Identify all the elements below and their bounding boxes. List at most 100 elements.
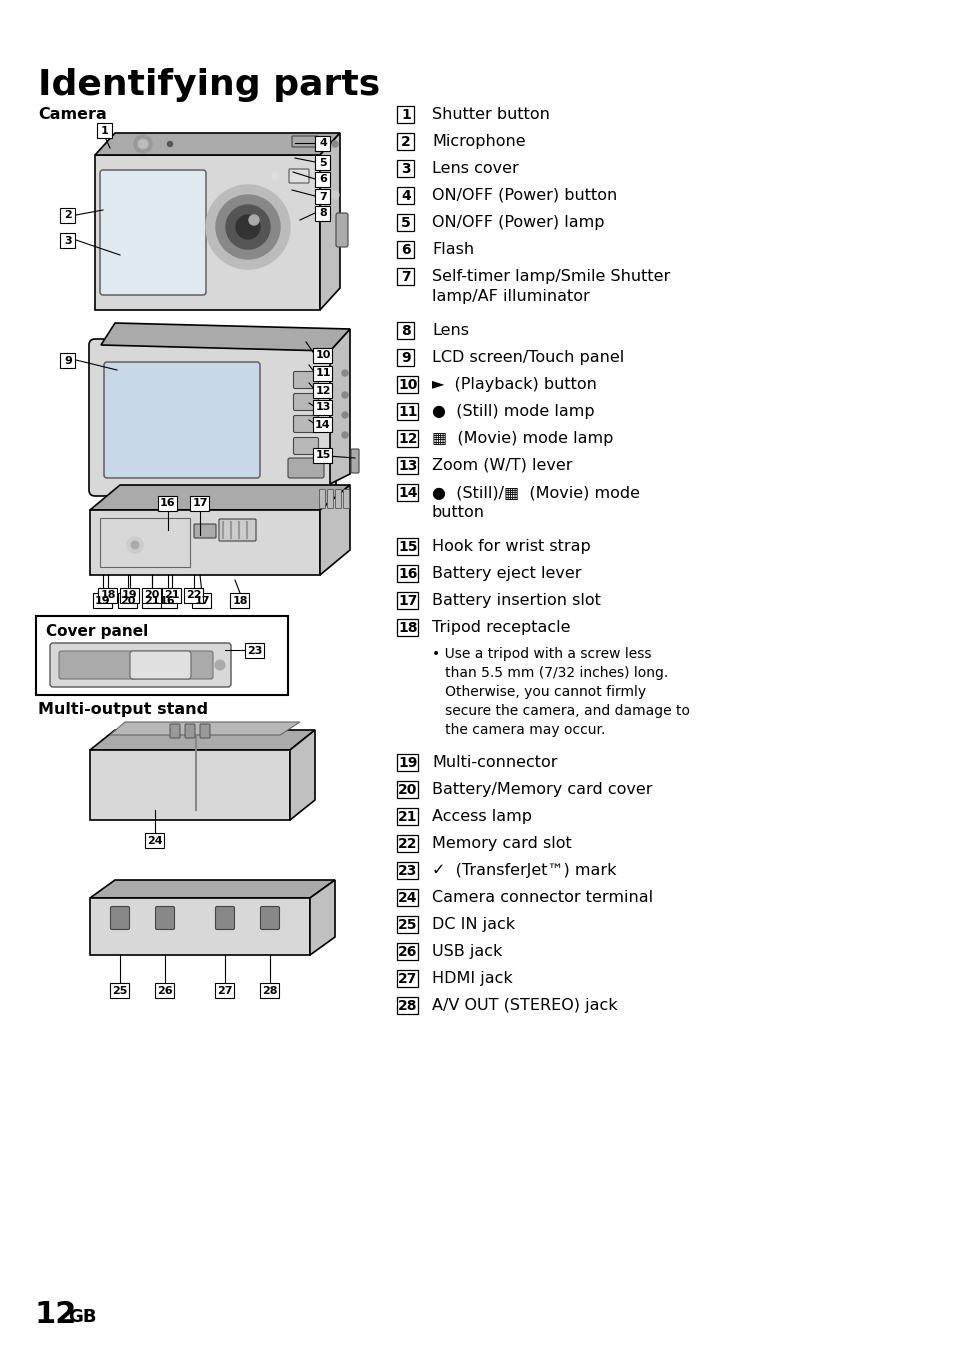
Text: 4: 4 (318, 139, 327, 148)
Text: 18: 18 (397, 621, 417, 634)
Text: 14: 14 (397, 486, 417, 500)
Text: 7: 7 (401, 270, 411, 284)
FancyBboxPatch shape (292, 136, 317, 147)
Text: 25: 25 (112, 986, 128, 995)
Circle shape (276, 931, 293, 948)
Text: Self-timer lamp/Smile Shutter
lamp/AF illuminator: Self-timer lamp/Smile Shutter lamp/AF il… (432, 269, 670, 304)
FancyBboxPatch shape (260, 906, 279, 930)
Text: 16: 16 (160, 595, 175, 606)
FancyBboxPatch shape (191, 495, 210, 510)
FancyBboxPatch shape (397, 267, 414, 285)
FancyBboxPatch shape (397, 537, 418, 555)
FancyBboxPatch shape (397, 915, 418, 933)
FancyBboxPatch shape (60, 232, 75, 247)
Text: 6: 6 (318, 174, 327, 185)
Text: 2: 2 (400, 135, 411, 148)
FancyBboxPatch shape (315, 135, 330, 150)
Text: 23: 23 (247, 645, 262, 656)
Polygon shape (95, 134, 339, 155)
FancyBboxPatch shape (343, 490, 349, 509)
Circle shape (215, 194, 280, 259)
Text: ●  (Still)/▦  (Movie) mode
button: ● (Still)/▦ (Movie) mode button (432, 485, 639, 520)
Text: DC IN jack: DC IN jack (432, 917, 515, 932)
Text: 19: 19 (398, 756, 417, 770)
Text: 5: 5 (319, 158, 327, 167)
FancyBboxPatch shape (397, 888, 418, 906)
Circle shape (341, 370, 348, 377)
Text: USB jack: USB jack (432, 944, 502, 958)
Text: 17: 17 (193, 498, 208, 509)
Text: ON/OFF (Power) button: ON/OFF (Power) button (432, 188, 617, 202)
FancyBboxPatch shape (397, 564, 418, 582)
Text: 4: 4 (400, 189, 411, 202)
Text: 7: 7 (319, 192, 327, 201)
Circle shape (226, 205, 270, 248)
FancyBboxPatch shape (60, 208, 75, 223)
FancyBboxPatch shape (93, 593, 112, 608)
Text: Memory card slot: Memory card slot (432, 836, 571, 850)
Text: 21: 21 (397, 810, 417, 824)
Text: Access lamp: Access lamp (432, 809, 532, 824)
Text: 9: 9 (64, 355, 71, 366)
Text: 24: 24 (147, 836, 163, 845)
Text: 24: 24 (397, 891, 417, 904)
FancyBboxPatch shape (184, 587, 203, 602)
Text: 16: 16 (398, 567, 417, 580)
FancyBboxPatch shape (315, 189, 330, 204)
FancyBboxPatch shape (158, 495, 177, 510)
FancyBboxPatch shape (397, 834, 418, 852)
FancyBboxPatch shape (289, 169, 309, 184)
FancyBboxPatch shape (215, 983, 234, 998)
Text: Battery eject lever: Battery eject lever (432, 566, 581, 580)
Polygon shape (100, 518, 190, 567)
FancyBboxPatch shape (397, 348, 414, 366)
Circle shape (319, 142, 324, 147)
Text: 27: 27 (217, 986, 233, 995)
Text: 21: 21 (144, 595, 159, 606)
Text: 22: 22 (186, 590, 201, 601)
Text: 13: 13 (315, 402, 331, 413)
Text: ▦  (Movie) mode lamp: ▦ (Movie) mode lamp (432, 431, 613, 446)
Circle shape (341, 392, 348, 398)
FancyBboxPatch shape (142, 587, 161, 602)
Text: 21: 21 (164, 590, 179, 601)
FancyBboxPatch shape (215, 906, 234, 930)
FancyBboxPatch shape (314, 366, 333, 381)
FancyBboxPatch shape (351, 450, 358, 472)
Text: A/V OUT (STEREO) jack: A/V OUT (STEREO) jack (432, 998, 617, 1012)
Text: 9: 9 (401, 351, 411, 364)
FancyBboxPatch shape (314, 347, 333, 363)
FancyBboxPatch shape (155, 906, 174, 930)
FancyBboxPatch shape (397, 780, 418, 798)
Polygon shape (319, 134, 339, 310)
Text: 26: 26 (398, 945, 417, 958)
FancyBboxPatch shape (162, 587, 181, 602)
Circle shape (206, 185, 290, 269)
FancyBboxPatch shape (50, 643, 231, 687)
Text: 3: 3 (64, 235, 71, 246)
Text: Microphone: Microphone (432, 134, 525, 148)
Text: 15: 15 (315, 451, 331, 460)
Text: Cover panel: Cover panel (46, 624, 148, 639)
FancyBboxPatch shape (397, 753, 418, 771)
Text: 23: 23 (398, 864, 417, 878)
Text: 15: 15 (397, 540, 417, 553)
Polygon shape (95, 155, 319, 310)
Text: ●  (Still) mode lamp: ● (Still) mode lamp (432, 404, 594, 418)
FancyBboxPatch shape (397, 996, 418, 1014)
FancyBboxPatch shape (158, 593, 177, 608)
Polygon shape (90, 880, 335, 898)
FancyBboxPatch shape (97, 123, 112, 138)
Text: Lens cover: Lens cover (432, 161, 518, 176)
FancyBboxPatch shape (219, 518, 255, 541)
Circle shape (249, 215, 258, 225)
FancyBboxPatch shape (397, 213, 414, 231)
Text: • Use a tripod with a screw less
   than 5.5 mm (7/32 inches) long.
   Otherwise: • Use a tripod with a screw less than 5.… (432, 647, 689, 737)
FancyBboxPatch shape (335, 490, 341, 509)
Text: 1: 1 (101, 126, 109, 135)
FancyBboxPatch shape (397, 618, 418, 636)
Text: 12: 12 (35, 1300, 77, 1328)
Text: ON/OFF (Power) lamp: ON/OFF (Power) lamp (432, 215, 604, 230)
Text: 6: 6 (401, 243, 411, 256)
Text: 16: 16 (160, 498, 175, 509)
